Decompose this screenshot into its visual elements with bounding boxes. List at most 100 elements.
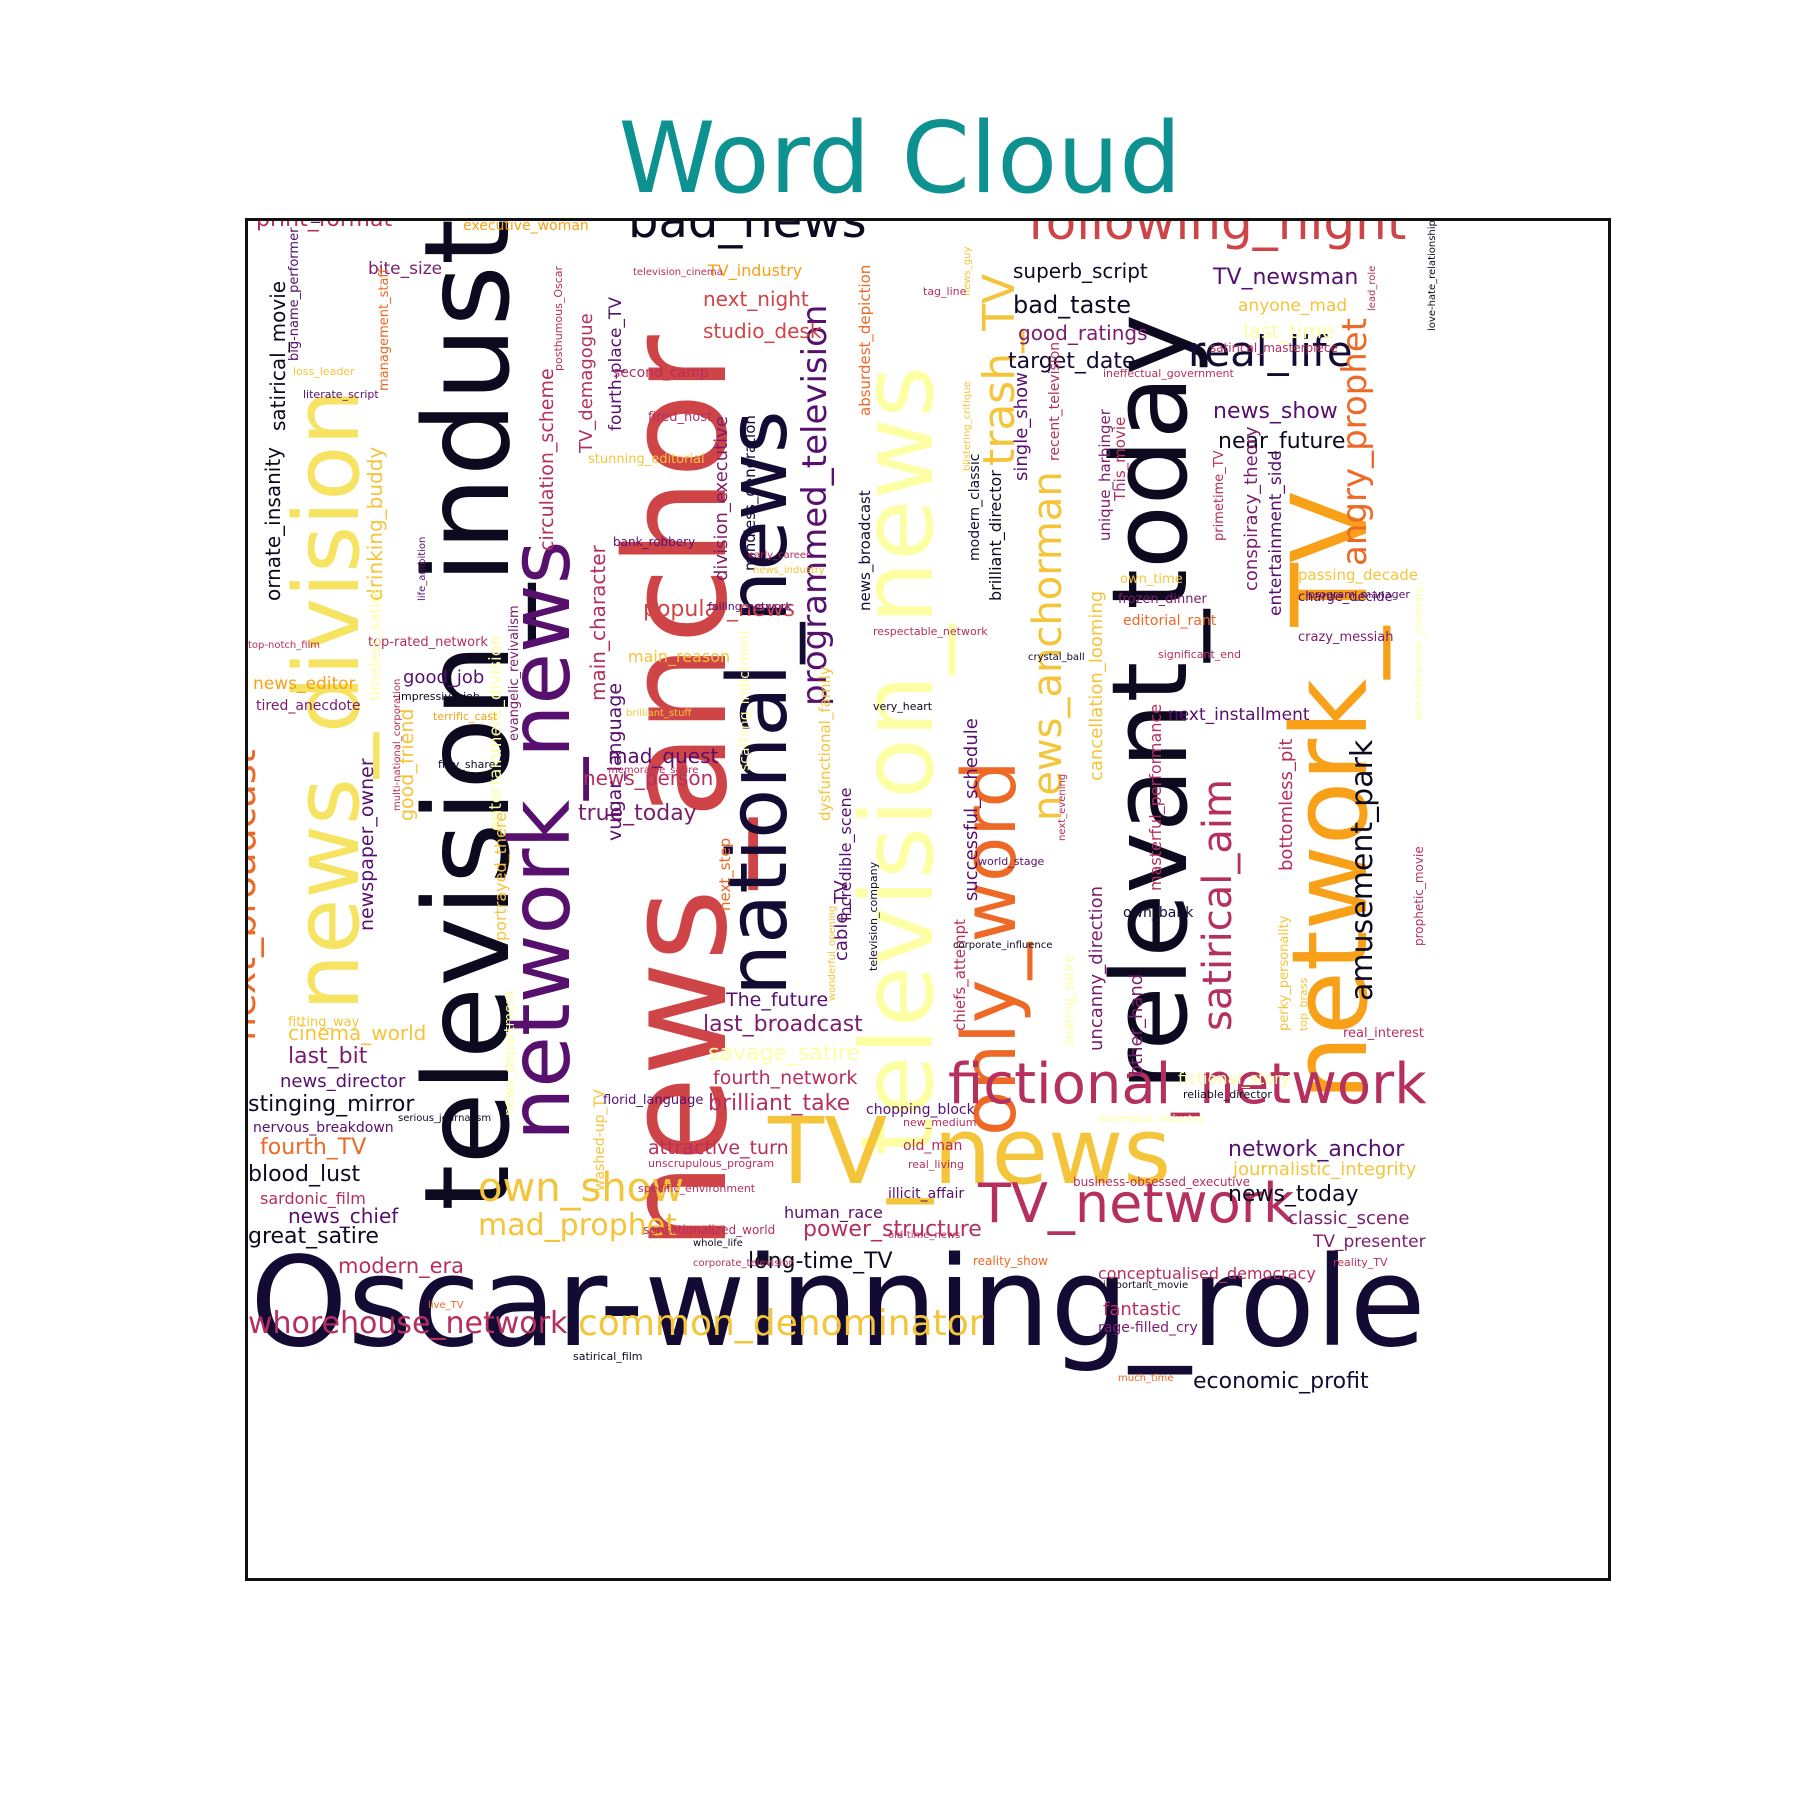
word-perky-personality: perky_personality — [1277, 915, 1292, 1031]
word-important-movie: important_movie — [1103, 1280, 1189, 1291]
word-news-department: news_department — [502, 989, 518, 1116]
word-tag-line: tag_line — [923, 285, 967, 298]
word-nervous-breakdown: nervous_breakdown — [253, 1120, 394, 1136]
word-posthumous-oscar: posthumous_Oscar — [552, 265, 565, 371]
word-blood-lust: blood_lust — [248, 1162, 361, 1187]
word-journalistic-integrity: journalistic_integrity — [1233, 1159, 1417, 1180]
word-corporate-influence: corporate_influence — [953, 940, 1053, 951]
word-vulgar-language: vulgar_language — [604, 682, 626, 841]
word-passing-decade: passing_decade — [1298, 566, 1418, 584]
word-next-evening: next_evening — [1057, 773, 1068, 841]
word-true-today: true_today — [578, 801, 697, 826]
word-multi-national-corporation: multi-national_corporation — [392, 678, 403, 811]
word-reality-tv: reality_TV — [1333, 1256, 1388, 1269]
word-news-today: news_today — [1228, 1182, 1359, 1207]
word-scathing-indictment: scathing_indictment — [737, 629, 753, 771]
word-blistering-critique: blistering_critique — [962, 381, 973, 471]
word-tv-demagogue: TV_demagogue — [576, 313, 597, 453]
word-network-anchor: network_anchor — [1228, 1137, 1405, 1162]
word-common-denominator: common_denominator — [578, 1303, 984, 1344]
word-next-broadcast: next_broadcast — [245, 749, 264, 1041]
word-news-industry: news_industry — [753, 565, 825, 576]
word-fantastic: fantastic — [1103, 1299, 1182, 1320]
word-next-step: next_step — [716, 837, 734, 911]
word-executive-woman: executive_woman — [463, 218, 589, 234]
word-own-time: own_time — [1120, 572, 1183, 587]
word-tv-network: TV_network — [978, 1172, 1295, 1235]
word-evangelic-revivalism: evangelic_revivalism — [507, 605, 522, 741]
word-ornate-insanity: ornate_insanity — [261, 446, 285, 601]
word-newspaper-owner: newspaper_owner — [356, 758, 378, 931]
word-editorial-rant: editorial_rant — [1123, 613, 1217, 629]
word-programmed-television: programmed_television — [795, 304, 835, 706]
word-florid-language: florid_language — [603, 1093, 704, 1108]
word-conceptualised-democracy: conceptualised_democracy — [1098, 1264, 1316, 1283]
word-prophetic-movie: prophetic_movie — [1412, 846, 1426, 946]
word-fictional-story: fictional_story — [1178, 1069, 1291, 1088]
word-news-director: news_director — [280, 1071, 406, 1092]
word-self-referential-visionary: self-referential_visionary — [1412, 586, 1425, 721]
word-ineffectual-government: ineffectual_government — [1103, 367, 1234, 380]
word-oscar-winning-role: Oscar-winning_role — [250, 1231, 1426, 1375]
word-successful-schedule: successful_schedule — [961, 718, 982, 901]
word-power-structure: power_structure — [803, 1217, 982, 1242]
word-bad-news: bad_news — [628, 218, 867, 249]
word-unique-harbinger: unique_harbinger — [1096, 409, 1114, 541]
word-anyone-mad: anyone_mad — [1238, 296, 1348, 316]
word-world-stage: world_stage — [978, 855, 1045, 868]
word-good-job: good_job — [403, 667, 485, 688]
word-crystal-ball: crystal_ball — [1028, 652, 1085, 663]
word-searing-satire: searing_satire — [1062, 954, 1077, 1046]
word-real-living: real_living — [908, 1158, 964, 1171]
word-fictional-network: fictional_network — [948, 1052, 1427, 1117]
word-chopping-block: chopping_block — [866, 1102, 975, 1118]
word-entertainment-division: entertainment_division — [486, 635, 506, 831]
word-bank-robbery: bank_robbery — [613, 535, 696, 549]
word-news-editor: news_editor — [253, 674, 356, 694]
word-modern-era: modern_era — [338, 1254, 465, 1278]
word-classic-scene: classic_scene — [1288, 1208, 1410, 1229]
word-very-heart: very_heart — [873, 700, 933, 713]
word-washed-up-tv: washed-up_TV — [592, 1089, 608, 1191]
word-fourth-network: fourth_network — [713, 1067, 858, 1089]
word-bad-taste: bad_taste — [1013, 291, 1131, 319]
word-real-interest: real_interest — [1343, 1026, 1425, 1041]
word-last-time: last_time — [1243, 319, 1335, 343]
word-tv-industry: TV_industry — [708, 261, 803, 280]
word-memorable-satire: memorable_satire — [608, 765, 699, 776]
word-sensationalized-world: sensationalized_world — [643, 1223, 776, 1237]
word-news-chief: news_chief — [288, 1204, 399, 1228]
word-management-staff: management_staff — [377, 268, 392, 391]
word-bottomless-pit: bottomless_pit — [1276, 738, 1297, 871]
word-economic-profit: economic_profit — [1193, 1369, 1369, 1394]
word-cancellation-looming: cancellation_looming — [1086, 590, 1107, 781]
word-reliable-director: reliable_director — [1183, 1088, 1272, 1101]
word-big-name-performer: big-name_performer — [287, 227, 302, 361]
word-news-person: news_person — [583, 766, 714, 790]
word-sardonic-film: sardonic_film — [260, 1189, 366, 1208]
word-impressive-job: impressive_job — [398, 690, 480, 703]
word-program-manager: program_manager — [1308, 588, 1410, 601]
word-mental-breakdown: mental_breakdown — [248, 221, 420, 223]
word-timeless-satire: timeless_satire — [366, 588, 384, 701]
word-loss-leader: loss_leader — [293, 365, 355, 378]
word-single-show: single_show — [1011, 372, 1032, 481]
word-studio-desk: studio_desk — [703, 319, 822, 343]
word-main-reason: main_reason — [628, 647, 731, 666]
word-cable-television: cable_television — [408, 218, 584, 219]
word-fourth-tv: fourth_TV — [260, 1135, 367, 1160]
word-mad-prophet: mad_prophet — [478, 1208, 677, 1243]
word-division-executive: division_executive — [711, 416, 732, 581]
word-old-time-news: old-time_news — [888, 1230, 961, 1241]
word-chiefs-attempt: chiefs_attempt — [951, 919, 969, 1031]
word-dysfunctional-family: dysfunctional_family — [816, 666, 834, 821]
word-entertainment-side: entertainment_side — [1266, 450, 1286, 616]
word-fired-host: fired_host — [648, 410, 713, 425]
word-incredible-scene: incredible_scene — [836, 787, 855, 921]
word-crazy-messiah: crazy_messiah — [1298, 630, 1394, 645]
word-unscrupulous-program: unscrupulous_program — [648, 1157, 775, 1170]
word-whorehouse-network: whorehouse_network — [248, 1306, 568, 1341]
word-last-broadcast: last_broadcast — [703, 1012, 863, 1037]
word-brilliant-take: brilliant_take — [708, 1091, 851, 1116]
word-tv-presenter: TV_presenter — [1313, 1232, 1426, 1252]
